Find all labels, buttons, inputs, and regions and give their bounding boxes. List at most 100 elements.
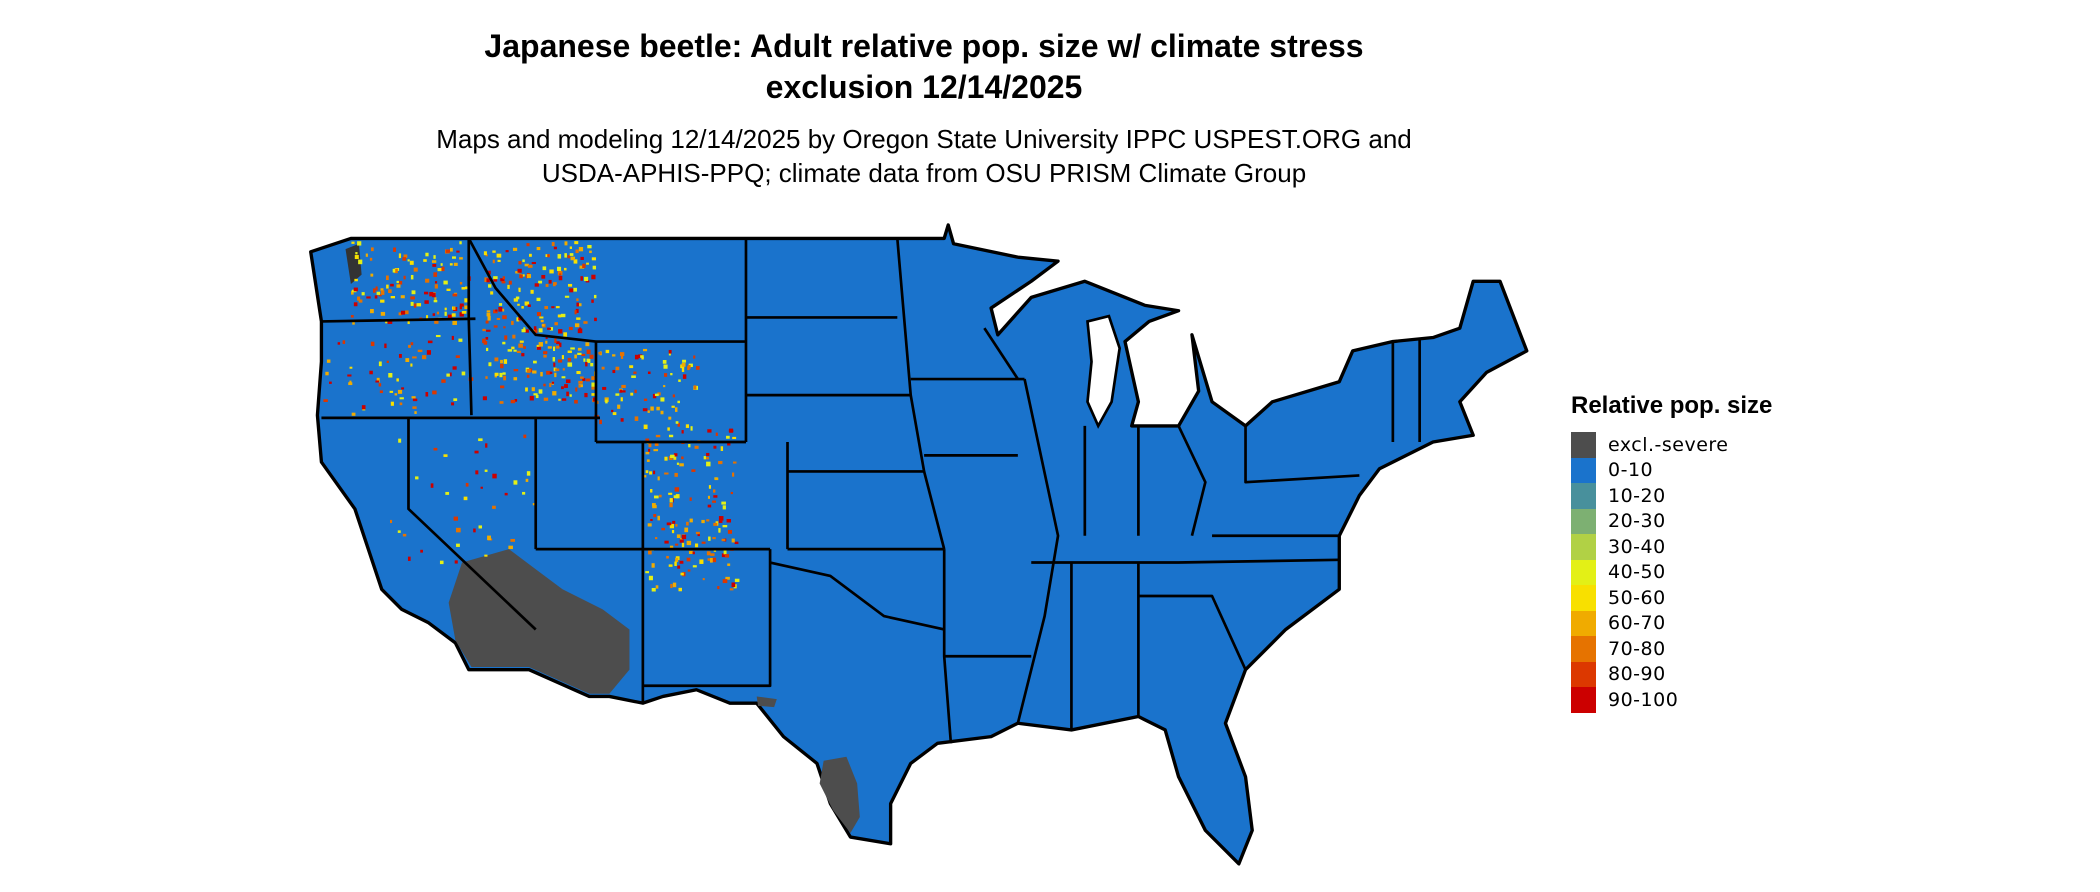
population-speckle xyxy=(676,462,679,465)
population-speckle xyxy=(706,519,710,522)
population-speckle xyxy=(645,438,650,443)
population-speckle xyxy=(370,341,375,347)
population-speckle xyxy=(672,394,676,398)
population-speckle xyxy=(399,397,404,400)
legend-item: excl.-severe xyxy=(1571,432,1772,458)
population-speckle xyxy=(403,275,406,280)
population-speckle xyxy=(612,369,616,374)
population-speckle xyxy=(375,286,378,291)
population-speckle xyxy=(561,376,566,379)
population-speckle xyxy=(715,432,718,436)
population-speckle xyxy=(451,313,456,317)
population-speckle xyxy=(549,383,552,388)
legend-item: 50-60 xyxy=(1571,585,1772,611)
population-speckle xyxy=(577,347,582,351)
population-speckle xyxy=(514,398,518,402)
population-speckle xyxy=(398,438,402,443)
population-speckle xyxy=(493,325,498,328)
population-speckle xyxy=(465,286,469,290)
population-speckle xyxy=(586,349,591,355)
population-speckle xyxy=(502,372,506,375)
population-speckle xyxy=(653,495,659,499)
population-speckle xyxy=(590,362,594,367)
population-speckle xyxy=(547,346,552,349)
population-speckle xyxy=(657,515,661,521)
population-speckle xyxy=(453,398,458,401)
population-speckle xyxy=(394,268,398,274)
population-speckle xyxy=(498,303,503,306)
state-borders xyxy=(321,237,1421,744)
population-speckle xyxy=(518,287,521,293)
population-speckle xyxy=(531,387,535,392)
population-speckle xyxy=(634,416,639,421)
population-speckle xyxy=(510,399,516,404)
population-speckle xyxy=(353,287,358,292)
population-speckle xyxy=(518,261,522,265)
population-speckle xyxy=(552,346,556,352)
population-speckle xyxy=(653,470,656,475)
population-speckle xyxy=(722,525,728,528)
population-speckle xyxy=(708,536,711,541)
population-speckle xyxy=(675,557,679,563)
population-speckle xyxy=(459,305,462,310)
population-speckle xyxy=(484,554,488,557)
population-speckle xyxy=(402,257,407,261)
population-speckle xyxy=(567,362,573,367)
population-speckle xyxy=(686,540,692,546)
population-speckle xyxy=(680,537,683,541)
excluded-area xyxy=(756,696,777,708)
population-speckle xyxy=(701,519,705,524)
population-speckle xyxy=(675,543,679,546)
population-speckle xyxy=(450,247,453,252)
population-speckle xyxy=(729,588,734,591)
population-speckle xyxy=(664,540,669,544)
population-speckle xyxy=(688,363,693,368)
population-speckle xyxy=(500,359,503,364)
population-speckle xyxy=(549,327,554,331)
population-speckle xyxy=(653,449,659,452)
population-speckle xyxy=(452,256,456,259)
population-speckle xyxy=(445,491,450,495)
population-speckle xyxy=(692,551,695,555)
legend-swatch xyxy=(1571,585,1596,611)
population-speckle xyxy=(433,300,438,303)
population-speckle xyxy=(573,259,578,264)
population-speckle xyxy=(520,274,525,277)
population-speckle xyxy=(527,304,531,307)
population-speckle xyxy=(540,371,543,377)
population-speckle xyxy=(432,292,436,298)
population-speckle xyxy=(485,443,488,448)
population-speckle xyxy=(650,518,653,522)
population-speckle xyxy=(525,478,529,482)
population-speckle xyxy=(686,557,691,562)
population-speckle xyxy=(517,268,522,273)
legend-label: 40-50 xyxy=(1608,561,1666,584)
population-speckle xyxy=(526,374,530,378)
title-line-2: exclusion 12/14/2025 xyxy=(765,69,1083,105)
population-speckle xyxy=(380,290,385,295)
population-speckle xyxy=(426,350,431,355)
population-speckle xyxy=(679,560,684,564)
population-speckle xyxy=(456,527,461,533)
population-speckle xyxy=(502,341,506,345)
population-speckle xyxy=(578,380,583,384)
population-speckle xyxy=(351,290,354,295)
population-speckle xyxy=(729,428,734,433)
population-speckle xyxy=(645,470,649,474)
population-speckle xyxy=(412,356,417,359)
population-speckle xyxy=(452,320,457,325)
population-speckle xyxy=(508,545,513,550)
population-speckle xyxy=(619,352,625,356)
population-speckle xyxy=(347,374,352,377)
population-speckle xyxy=(558,329,563,334)
population-speckle xyxy=(721,553,727,558)
population-speckle xyxy=(407,556,411,561)
population-speckle xyxy=(666,555,669,559)
population-speckle xyxy=(512,247,518,251)
population-speckle xyxy=(697,533,700,537)
population-speckle xyxy=(434,284,438,289)
population-speckle xyxy=(424,300,429,304)
population-speckle xyxy=(393,247,397,252)
population-speckle xyxy=(676,534,681,539)
population-speckle xyxy=(692,565,697,568)
